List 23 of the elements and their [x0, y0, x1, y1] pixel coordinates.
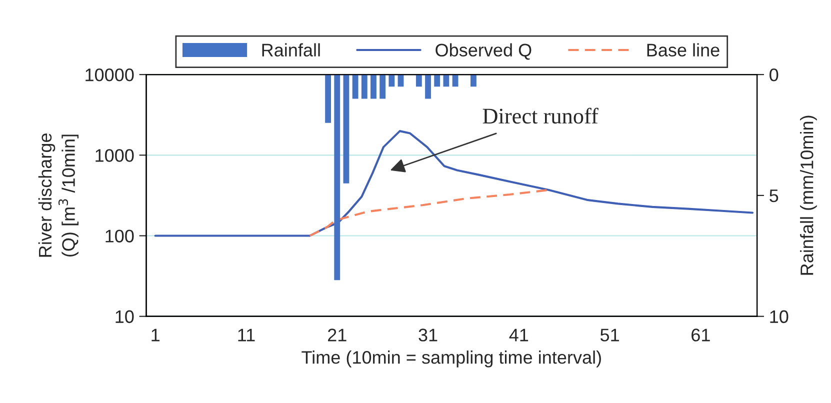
y-tick-label: 1000: [96, 149, 134, 162]
y2-tick-label: 0: [770, 68, 778, 82]
x-tick-label: 41: [509, 328, 528, 342]
x-tick-label: 51: [600, 328, 619, 342]
y-axis-title: River discharge (Q) [m$^{3}$ /10min]: [38, 134, 79, 257]
y2-axis-title: Rainfall (mm/10min): [800, 116, 817, 275]
y-tick-label: 10: [116, 310, 134, 324]
x-axis-title: Time (10min = sampling time interval): [302, 350, 601, 368]
x-tick-label: 61: [692, 328, 710, 342]
y2-tick-label: 10: [770, 310, 788, 324]
x-tick-label: 1: [152, 328, 160, 342]
legend-label: Observed Q: [436, 43, 532, 60]
legend-label: Rainfall: [262, 43, 320, 57]
x-tick-label: 31: [418, 328, 438, 342]
legend-label: Base line: [647, 43, 720, 57]
y-tick-label: 10000: [86, 68, 134, 82]
line-series: [308, 188, 550, 237]
y2-tick-label: 5: [770, 190, 778, 202]
x-tick-label: 21: [328, 328, 346, 342]
x-tick-label: 11: [238, 328, 255, 342]
annotation: Direct runoff: [482, 108, 598, 124]
line-series: [154, 130, 754, 237]
y-tick-label: 100: [106, 230, 134, 242]
